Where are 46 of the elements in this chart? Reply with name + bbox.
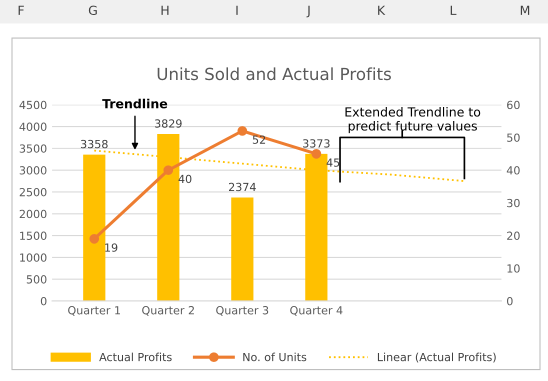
y2-tick-label: 40: [506, 166, 520, 175]
text: H: [162, 6, 168, 15]
data-label: 2374: [228, 182, 256, 192]
legend-label: No. of Units: [243, 352, 306, 362]
y2-tick-label: 30: [507, 198, 520, 208]
y-tick-label: 2500: [20, 188, 46, 196]
annotation: Trendline: [102, 98, 168, 108]
text: I: [236, 6, 238, 15]
y-tick-label: 0: [40, 296, 46, 306]
x-tick-label: Quarter 3: [216, 306, 268, 316]
text: L: [450, 6, 456, 15]
text: F: [18, 6, 24, 15]
legend-label: Actual Profits: [99, 352, 172, 362]
y2-tick-label: 20: [507, 232, 520, 240]
y-tick-label: 1000: [20, 253, 46, 262]
point: [311, 148, 322, 159]
y2-tick-label: 0: [507, 296, 513, 306]
data-label: 52: [252, 135, 266, 144]
y-tick-label: 3500: [20, 144, 46, 153]
y2-tick-label: 50: [507, 133, 520, 142]
text: M: [520, 6, 530, 15]
annotation: Extended Trendline to predict future values: [346, 106, 480, 134]
legend-label: Linear (Actual Profits): [378, 352, 496, 363]
bar: [231, 197, 254, 301]
text: J: [306, 6, 310, 18]
text: K: [378, 6, 386, 15]
data-label: 3373: [303, 139, 330, 148]
bar: [83, 154, 106, 301]
data-label: 3829: [154, 119, 182, 128]
y-tick-label: 2000: [20, 210, 46, 218]
x-tick-label: Quarter 2: [142, 306, 194, 316]
y-tick-label: 3000: [20, 166, 46, 175]
data-label: 3358: [80, 140, 108, 148]
y-tick-label: 500: [26, 275, 46, 284]
x-tick-label: Quarter 4: [290, 306, 342, 316]
x-tick-label: Quarter 1: [68, 306, 120, 316]
y-tick-label: 4500: [19, 100, 46, 110]
text: G: [88, 6, 97, 16]
point: [237, 126, 248, 136]
point: [163, 165, 174, 176]
y2-tick-label: 60: [507, 100, 520, 110]
y-tick-label: 1500: [20, 232, 46, 240]
y2-tick-label: 10: [508, 264, 520, 273]
y-tick-label: 4000: [19, 122, 46, 131]
chart-title: Units Sold and Actual Profits: [158, 67, 391, 80]
point: [89, 234, 100, 244]
